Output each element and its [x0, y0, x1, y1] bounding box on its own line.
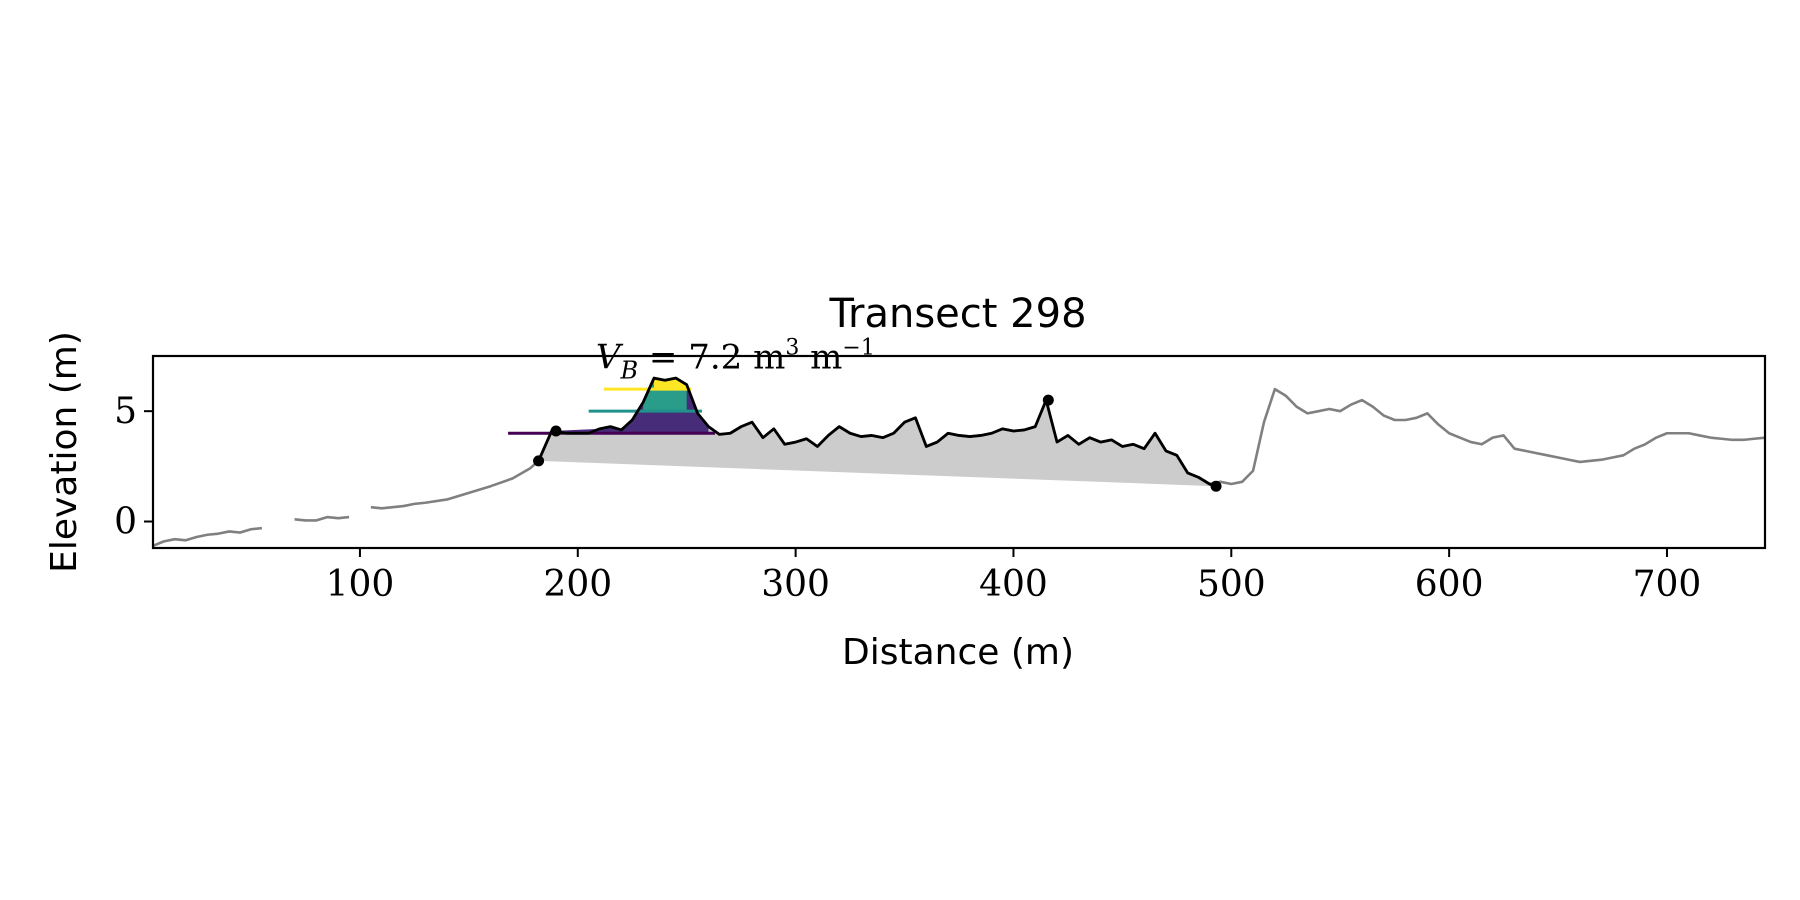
y-tick-label-5: 5 [114, 391, 137, 432]
x-tick-label-500: 500 [1197, 564, 1266, 605]
plot-frame [151, 354, 1767, 550]
plot-area [152, 376, 1766, 547]
berm-volume-annotation: VB = 7.2 m3 m−1 [596, 335, 875, 384]
profile-segment-0 [152, 526, 263, 547]
x-tick-label-400: 400 [979, 564, 1048, 605]
annotation-subscript: B [619, 356, 638, 384]
annotation-superscript-1: 3 [785, 335, 799, 360]
key-point-2 [1042, 394, 1054, 406]
x-tick-label-100: 100 [326, 564, 395, 605]
x-tick-label-300: 300 [761, 564, 830, 605]
y-axis: 05 [114, 391, 153, 543]
x-tick-label-700: 700 [1633, 564, 1702, 605]
annotation-unit: m [799, 337, 842, 377]
y-axis-label: Elevation (m) [44, 331, 85, 573]
x-tick-label-200: 200 [543, 564, 612, 605]
profile-segment-1 [294, 515, 350, 522]
selected-profile-line [537, 376, 1217, 488]
annotation-superscript-2: −1 [842, 335, 874, 360]
x-tick-label-600: 600 [1415, 564, 1484, 605]
chart-title: Transect 298 [828, 291, 1086, 337]
key-point-1 [550, 425, 562, 437]
key-point-0 [533, 455, 545, 467]
x-axis-label: Distance (m) [842, 632, 1074, 673]
key-point-3 [1210, 480, 1222, 492]
annotation-variable: V [596, 337, 624, 377]
x-axis: 100 200 300 400 500 600 700 [326, 548, 1702, 605]
annotation-value: = 7.2 m [638, 337, 785, 377]
y-tick-label-0: 0 [114, 502, 137, 543]
